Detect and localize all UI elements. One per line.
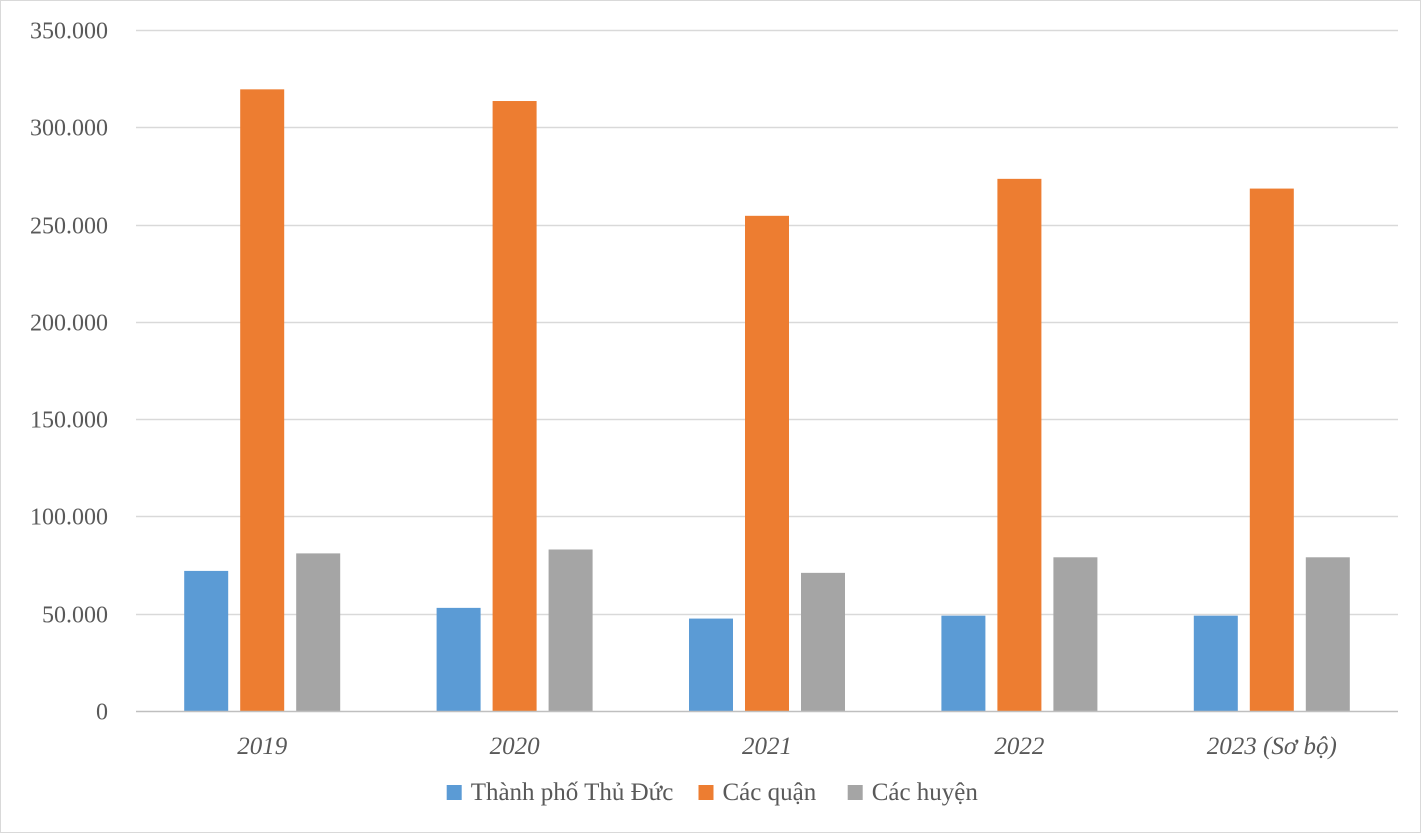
- bar: [801, 572, 845, 711]
- bar: [548, 549, 593, 711]
- x-tick-label: 2021: [742, 733, 792, 760]
- x-axis: 2019 2020 2021 2022 2023 (Sơ bộ): [136, 710, 1398, 760]
- y-tick-label: 50.000: [42, 603, 108, 629]
- x-tick-label: 2022: [994, 733, 1044, 760]
- legend-swatch: [698, 785, 714, 800]
- bar: [997, 178, 1042, 711]
- legend-swatch: [847, 785, 863, 800]
- bar: [184, 570, 229, 711]
- legend-swatch: [446, 785, 462, 800]
- y-tick-label: 350.000: [30, 19, 108, 45]
- bar: [1305, 557, 1350, 711]
- bar: [240, 89, 285, 711]
- y-tick-label: 250.000: [30, 214, 108, 240]
- x-tick-label: 2023 (Sơ bộ): [1207, 733, 1337, 760]
- bar: [1249, 188, 1294, 712]
- bar: [296, 553, 341, 711]
- bar: [492, 101, 537, 712]
- bar: [941, 615, 986, 711]
- bar: [745, 215, 789, 711]
- y-axis-tick-labels: 0 50.000 100.000 150.000 200.000 250.000 300.0…: [30, 19, 108, 726]
- legend-label: Các quận: [723, 779, 817, 806]
- legend-item: Các huyện: [847, 779, 979, 806]
- legend-item: Các quận: [698, 779, 817, 806]
- bar: [1193, 615, 1238, 711]
- legend-label: Thành phố Thủ Đức: [471, 779, 674, 806]
- y-tick-label: 200.000: [30, 311, 108, 337]
- y-tick-label: 100.000: [30, 505, 108, 531]
- x-tick-label: 2020: [490, 733, 541, 760]
- bar: [689, 618, 733, 711]
- y-tick-label: 150.000: [30, 408, 108, 434]
- legend: Thành phố Thủ Đức Các quận Các huyện: [446, 779, 979, 806]
- y-tick-label: 0: [96, 700, 108, 726]
- bar: [1053, 557, 1098, 711]
- legend-item: Thành phố Thủ Đức: [446, 779, 674, 806]
- legend-label: Các huyện: [872, 779, 979, 806]
- bar: [436, 607, 481, 711]
- x-tick-label: 2019: [237, 733, 288, 760]
- y-tick-label: 300.000: [30, 116, 108, 142]
- bars: [184, 89, 1350, 712]
